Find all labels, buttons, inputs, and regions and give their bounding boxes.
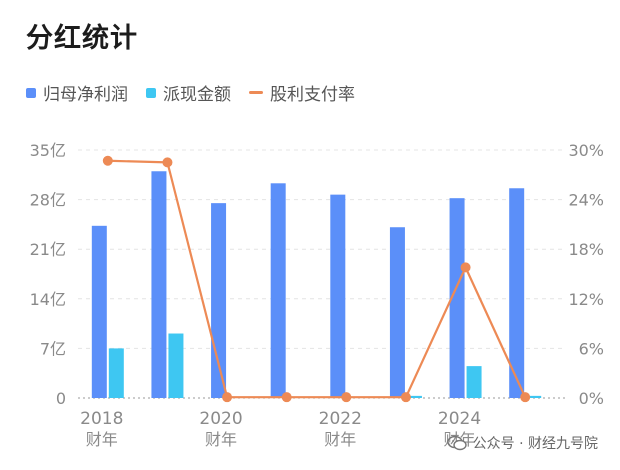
point-payout-ratio [102, 155, 113, 166]
legend-label-cash-dividend: 派现金额 [163, 85, 231, 105]
bar-cash-dividend [168, 333, 184, 398]
point-payout-ratio [222, 392, 233, 403]
x-tick-label-suffix: 财年 [324, 430, 356, 449]
y-right-tick-label: 30% [568, 141, 604, 160]
wechat-icon [446, 435, 467, 451]
legend-label-payout-ratio: 股利支付率 [270, 85, 355, 105]
legend-item-payout-ratio[interactable]: 股利支付率 [249, 80, 355, 105]
watermark-text: 公众号 · 财经九号院 [472, 436, 598, 452]
legend-item-net-profit[interactable]: 归母净利润 [26, 80, 128, 105]
bar-net-profit [389, 227, 405, 398]
y-right-tick-label: 6% [579, 339, 604, 358]
legend-item-cash-dividend[interactable]: 派现金额 [146, 80, 231, 105]
point-payout-ratio [460, 262, 471, 273]
bar-net-profit [449, 198, 465, 398]
x-tick-label-year: 2022 [319, 409, 362, 429]
point-payout-ratio [520, 392, 531, 403]
y-left-tick-label: 35亿 [30, 141, 66, 160]
x-tick-label-suffix: 财年 [205, 430, 237, 449]
legend-swatch-net-profit [26, 87, 36, 98]
point-payout-ratio [341, 392, 352, 403]
watermark: 公众号 · 财经九号院 [446, 433, 598, 453]
x-tick-label-year: 2018 [80, 409, 123, 429]
y-right-tick-label: 0% [579, 389, 604, 408]
bar-net-profit [151, 171, 167, 398]
legend-swatch-cash-dividend [146, 87, 156, 98]
x-tick-label-suffix: 财年 [444, 430, 476, 449]
point-payout-ratio [400, 392, 411, 403]
legend-label-net-profit: 归母净利润 [43, 85, 128, 105]
bar-cash-dividend [108, 348, 124, 398]
x-tick-label-year: 2024 [438, 409, 481, 429]
y-left-tick-label: 28亿 [30, 191, 66, 210]
chart-title: 分红统计 [26, 23, 138, 54]
bar-net-profit [509, 188, 525, 398]
bar-net-profit [330, 194, 346, 398]
y-right-tick-label: 24% [568, 191, 604, 210]
bar-net-profit [211, 203, 227, 398]
line-payout-ratio [107, 159, 527, 399]
y-left-tick-label: 0 [56, 389, 66, 408]
point-payout-ratio [162, 157, 173, 168]
chart-legend: 归母净利润 派现金额 股利支付率 [26, 80, 355, 105]
x-tick-label-suffix: 财年 [86, 430, 118, 449]
y-right-tick-label: 18% [568, 240, 604, 259]
y-left-tick-label: 21亿 [30, 240, 66, 259]
bar-net-profit [270, 183, 286, 398]
point-payout-ratio [281, 392, 292, 403]
legend-swatch-payout-ratio [249, 91, 263, 94]
bar-cash-dividend [466, 366, 482, 398]
y-left-tick-label: 14亿 [30, 290, 66, 309]
x-tick-label-year: 2020 [199, 409, 242, 429]
bar-cash-dividend [406, 395, 422, 398]
y-right-tick-label: 12% [568, 290, 604, 309]
bar-net-profit [91, 225, 107, 398]
y-left-tick-label: 7亿 [40, 339, 66, 358]
bar-cash-dividend [526, 395, 542, 398]
